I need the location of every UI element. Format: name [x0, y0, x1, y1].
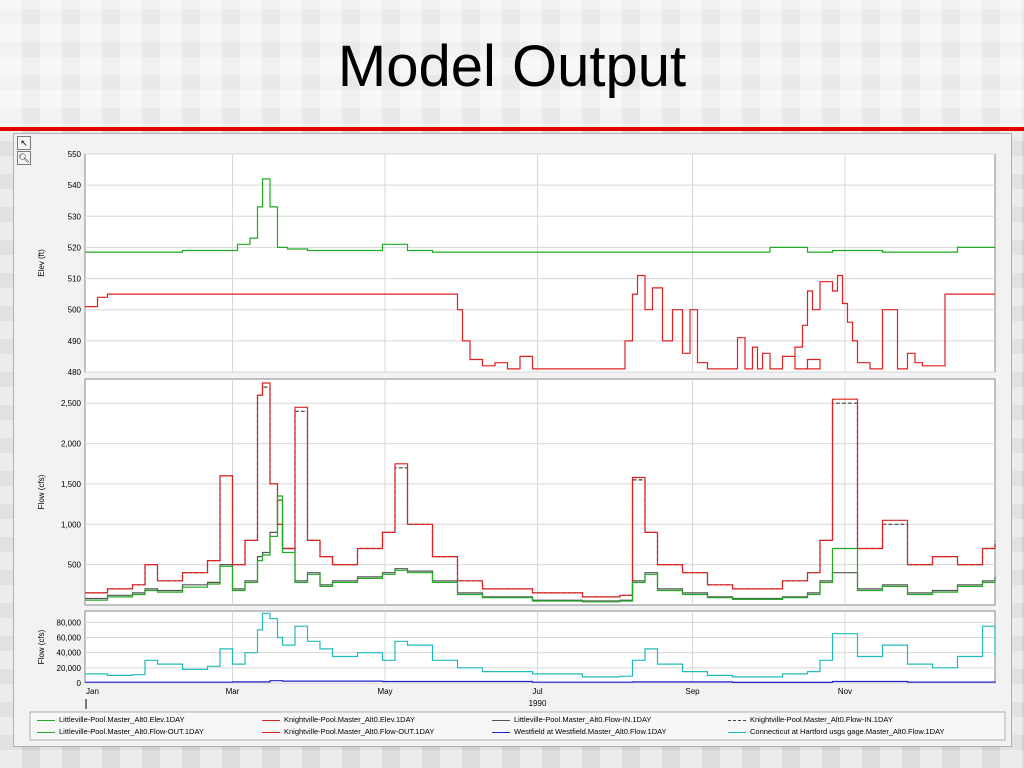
y-tick-label: 2,000 [61, 440, 82, 449]
x-tick-label: Mar [226, 687, 240, 696]
y-axis-label: Elev (ft) [37, 249, 46, 277]
legend-label: Littleville-Pool.Master_Alt0.Flow-OUT.1D… [59, 727, 204, 736]
y-tick-label: 60,000 [57, 634, 82, 643]
y-tick-label: 1,500 [61, 480, 82, 489]
y-tick-label: 520 [68, 243, 82, 252]
x-tick-label: Jan [86, 687, 99, 696]
x-tick-label: Jul [532, 687, 542, 696]
y-tick-label: 490 [68, 337, 82, 346]
series-line [85, 178, 995, 253]
legend-swatch [492, 719, 510, 721]
x-tick-label: Nov [838, 687, 852, 696]
x-tick-label: Sep [685, 687, 700, 696]
plot-area-2 [84, 378, 996, 606]
x-axis-label: 1990 [529, 699, 547, 708]
y-tick-label: 540 [68, 181, 82, 190]
legend-label: Knightville-Pool.Master_Alt0.Flow-OUT.1D… [284, 727, 435, 736]
plot-area-1 [84, 153, 996, 373]
y-tick-label: 0 [77, 679, 82, 688]
series-line [85, 612, 996, 678]
legend-box [29, 711, 1006, 741]
legend-label: Knightville-Pool.Master_Alt0.Elev.1DAY [284, 715, 416, 724]
legend-item: Knightville-Pool.Master_Alt0.Flow-OUT.1D… [262, 727, 434, 736]
title-divider [0, 127, 1024, 131]
plot-area-3 [84, 610, 996, 684]
legend-item: Connecticut at Hartford usgs gage.Master… [728, 727, 945, 736]
series-line [85, 680, 996, 683]
legend-swatch [37, 731, 55, 733]
y-tick-label: 510 [68, 275, 82, 284]
legend-swatch [492, 731, 510, 733]
legend-label: Connecticut at Hartford usgs gage.Master… [750, 727, 945, 736]
series-line [85, 382, 996, 598]
series-line [85, 274, 995, 370]
legend-item: Westfield at Westfield.Master_Alt0.Flow.… [492, 727, 667, 736]
x-tick-label: May [377, 687, 392, 696]
legend-swatch [728, 719, 746, 721]
legend-label: Littleville-Pool.Master_Alt0.Flow-IN.1DA… [514, 715, 652, 724]
legend-label: Knightville-Pool.Master_Alt0.Flow-IN.1DA… [750, 715, 893, 724]
legend-label: Littleville-Pool.Master_Alt0.Elev.1DAY [59, 715, 185, 724]
y-tick-label: 530 [68, 212, 82, 221]
legend-item: Knightville-Pool.Master_Alt0.Elev.1DAY [262, 715, 415, 724]
y-axis-label: Flow (cfs) [37, 474, 46, 509]
legend-item: Littleville-Pool.Master_Alt0.Flow-IN.1DA… [492, 715, 651, 724]
series-line [85, 495, 996, 603]
y-axis-label: Flow (cfs) [37, 629, 46, 664]
y-tick-label: 500 [68, 306, 82, 315]
legend-item: Littleville-Pool.Master_Alt0.Elev.1DAY [37, 715, 185, 724]
y-tick-label: 480 [68, 368, 82, 377]
pointer-icon[interactable]: ↖ [17, 136, 31, 150]
y-tick-label: 550 [68, 150, 82, 159]
y-tick-label: 40,000 [57, 649, 82, 658]
legend-item: Knightville-Pool.Master_Alt0.Flow-IN.1DA… [728, 715, 893, 724]
y-tick-label: 20,000 [57, 664, 82, 673]
legend-swatch [262, 719, 280, 721]
y-tick-label: 80,000 [57, 618, 82, 627]
legend-swatch [728, 731, 746, 733]
y-tick-label: 2,500 [61, 399, 82, 408]
legend-swatch [37, 719, 55, 721]
title-band [0, 0, 1024, 128]
y-tick-label: 1,000 [61, 520, 82, 529]
legend-swatch [262, 731, 280, 733]
slide-title: Model Output [337, 34, 687, 99]
zoom-icon[interactable]: 🔍︎ [17, 151, 31, 165]
legend-item: Littleville-Pool.Master_Alt0.Flow-OUT.1D… [37, 727, 204, 736]
legend-label: Westfield at Westfield.Master_Alt0.Flow.… [514, 727, 667, 736]
y-tick-label: 500 [68, 561, 82, 570]
